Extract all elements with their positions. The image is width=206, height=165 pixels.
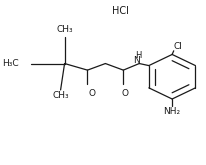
Text: CH₃: CH₃: [56, 25, 73, 34]
Text: H: H: [135, 51, 141, 60]
Text: Cl: Cl: [172, 42, 181, 51]
Text: CH₃: CH₃: [52, 91, 69, 100]
Text: O: O: [121, 89, 128, 98]
Text: NH₂: NH₂: [163, 107, 180, 116]
Text: O: O: [89, 89, 96, 98]
Text: HCl: HCl: [111, 6, 128, 16]
Text: H₃C: H₃C: [2, 59, 19, 68]
Text: N: N: [133, 56, 140, 65]
